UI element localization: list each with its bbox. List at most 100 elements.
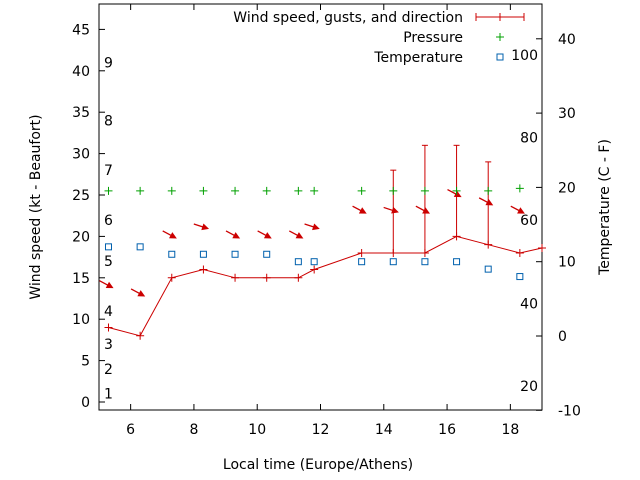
fahrenheit-label: 40 (520, 296, 538, 312)
wind-speed-point (515, 248, 524, 257)
wind-direction-arrow (257, 230, 272, 239)
y-tick-label: 30 (72, 147, 90, 163)
wind-direction-arrow (162, 230, 177, 239)
x-tick-label: 6 (126, 422, 135, 438)
temperature-point (310, 258, 318, 266)
arrow-head (358, 207, 367, 214)
temperature-point (421, 258, 429, 266)
pressure-point (167, 186, 176, 195)
wind-direction-arrow (415, 205, 430, 214)
beaufort-label: 3 (104, 337, 113, 353)
wind-direction-arrow (130, 288, 146, 297)
wind-speed-point (104, 323, 113, 332)
arrow-head (295, 232, 304, 239)
temperature-point (453, 258, 461, 266)
plot-frame-layer (98, 3, 543, 411)
wind-direction-arrow (510, 205, 525, 214)
fahrenheit-label: 80 (520, 131, 538, 147)
wind-direction-arrow (304, 223, 320, 231)
y-axis-title: Wind speed (kt - Beaufort) (28, 114, 44, 299)
wind-direction-arrow (478, 197, 494, 206)
wind-speed-point (262, 273, 271, 282)
temperature-point (104, 243, 112, 251)
y-tick-label: 45 (72, 22, 90, 38)
wind-speed-point (357, 248, 366, 257)
pressure-point (357, 186, 366, 195)
arrow-head (105, 281, 114, 289)
pressure-point (231, 186, 240, 195)
pressure-point (310, 186, 319, 195)
wind-speed-point (136, 331, 145, 340)
y-tick-label: 15 (72, 271, 90, 287)
beaufort-label: 4 (104, 304, 113, 320)
temperature-point (484, 265, 492, 273)
y2-tick-label: 0 (558, 329, 567, 345)
y-tick-label: 10 (72, 312, 90, 328)
legend-swatch-wind-point (496, 13, 504, 21)
pressure-point (294, 186, 303, 195)
beaufort-label: 1 (104, 387, 113, 403)
wind-speed-point (167, 273, 176, 282)
legend-swatch-temperature (496, 53, 504, 61)
pressure-point (389, 186, 398, 195)
beaufort-label: 5 (104, 254, 113, 270)
wind-speed-point (294, 273, 303, 282)
pressure-point (484, 186, 493, 195)
fahrenheit-label: 20 (520, 379, 538, 395)
legend-label-temperature: Temperature (373, 50, 463, 66)
y-tick-label: 25 (72, 188, 90, 204)
beaufort-label: 8 (104, 113, 113, 129)
arrow-head (263, 232, 272, 239)
data-layer (99, 13, 546, 340)
wind-direction-arrow (383, 206, 399, 214)
temperature-point (389, 258, 397, 266)
y-tick-label: 5 (81, 354, 90, 370)
arrow-head (453, 190, 462, 198)
arrow-head (422, 207, 430, 214)
legend-label-wind: Wind speed, gusts, and direction (233, 10, 463, 26)
arrow-head (485, 199, 494, 206)
label-layer: 6 8 10 12 14 16 18051015202530354045-100102030… (28, 10, 613, 473)
legend-label-pressure: Pressure (403, 30, 463, 46)
y-tick-label: 20 (72, 229, 90, 245)
pressure-point (104, 186, 113, 195)
pressure-point (136, 186, 145, 195)
wind-direction-arrow (99, 280, 114, 289)
y2-tick-label: -10 (558, 403, 581, 419)
temperature-point (199, 250, 207, 258)
x-tick-label: 18 (501, 422, 519, 438)
wind-direction-arrow (447, 189, 462, 198)
x-tick-label: 16 (438, 422, 456, 438)
temperature-point (263, 250, 271, 258)
arrow-head (232, 232, 241, 239)
wind-speed-point (310, 265, 319, 274)
y-tick-label: 35 (72, 105, 90, 121)
arrow-head (312, 223, 320, 231)
pressure-point (420, 186, 429, 195)
x-axis-title: Local time (Europe/Athens) (223, 457, 413, 473)
temperature-point (294, 258, 302, 266)
wind-speed-point (231, 273, 240, 282)
y-tick-label: 40 (72, 64, 90, 80)
beaufort-label: 7 (104, 163, 113, 179)
arrow-head (137, 290, 146, 297)
temperature-point (136, 243, 144, 251)
x-tick-label: 8 (189, 422, 198, 438)
fahrenheit-label: 100 (511, 48, 538, 64)
wind-direction-arrow (225, 230, 241, 239)
y2-tick-label: 30 (558, 106, 576, 122)
x-tick-label: 10 (248, 422, 266, 438)
temperature-point (231, 250, 239, 258)
legend-swatch-pressure (496, 33, 504, 41)
pressure-point (262, 186, 271, 195)
wind-speed-point (538, 243, 546, 252)
arrow-head (517, 207, 525, 214)
arrow-head (201, 223, 210, 231)
plot-frame (98, 3, 543, 411)
beaufort-label: 9 (104, 56, 113, 72)
y2-tick-label: 10 (558, 255, 576, 271)
y2-tick-label: 40 (558, 32, 576, 48)
y-tick-label: 0 (81, 395, 90, 411)
temperature-point (358, 258, 366, 266)
fahrenheit-label: 60 (520, 213, 538, 229)
